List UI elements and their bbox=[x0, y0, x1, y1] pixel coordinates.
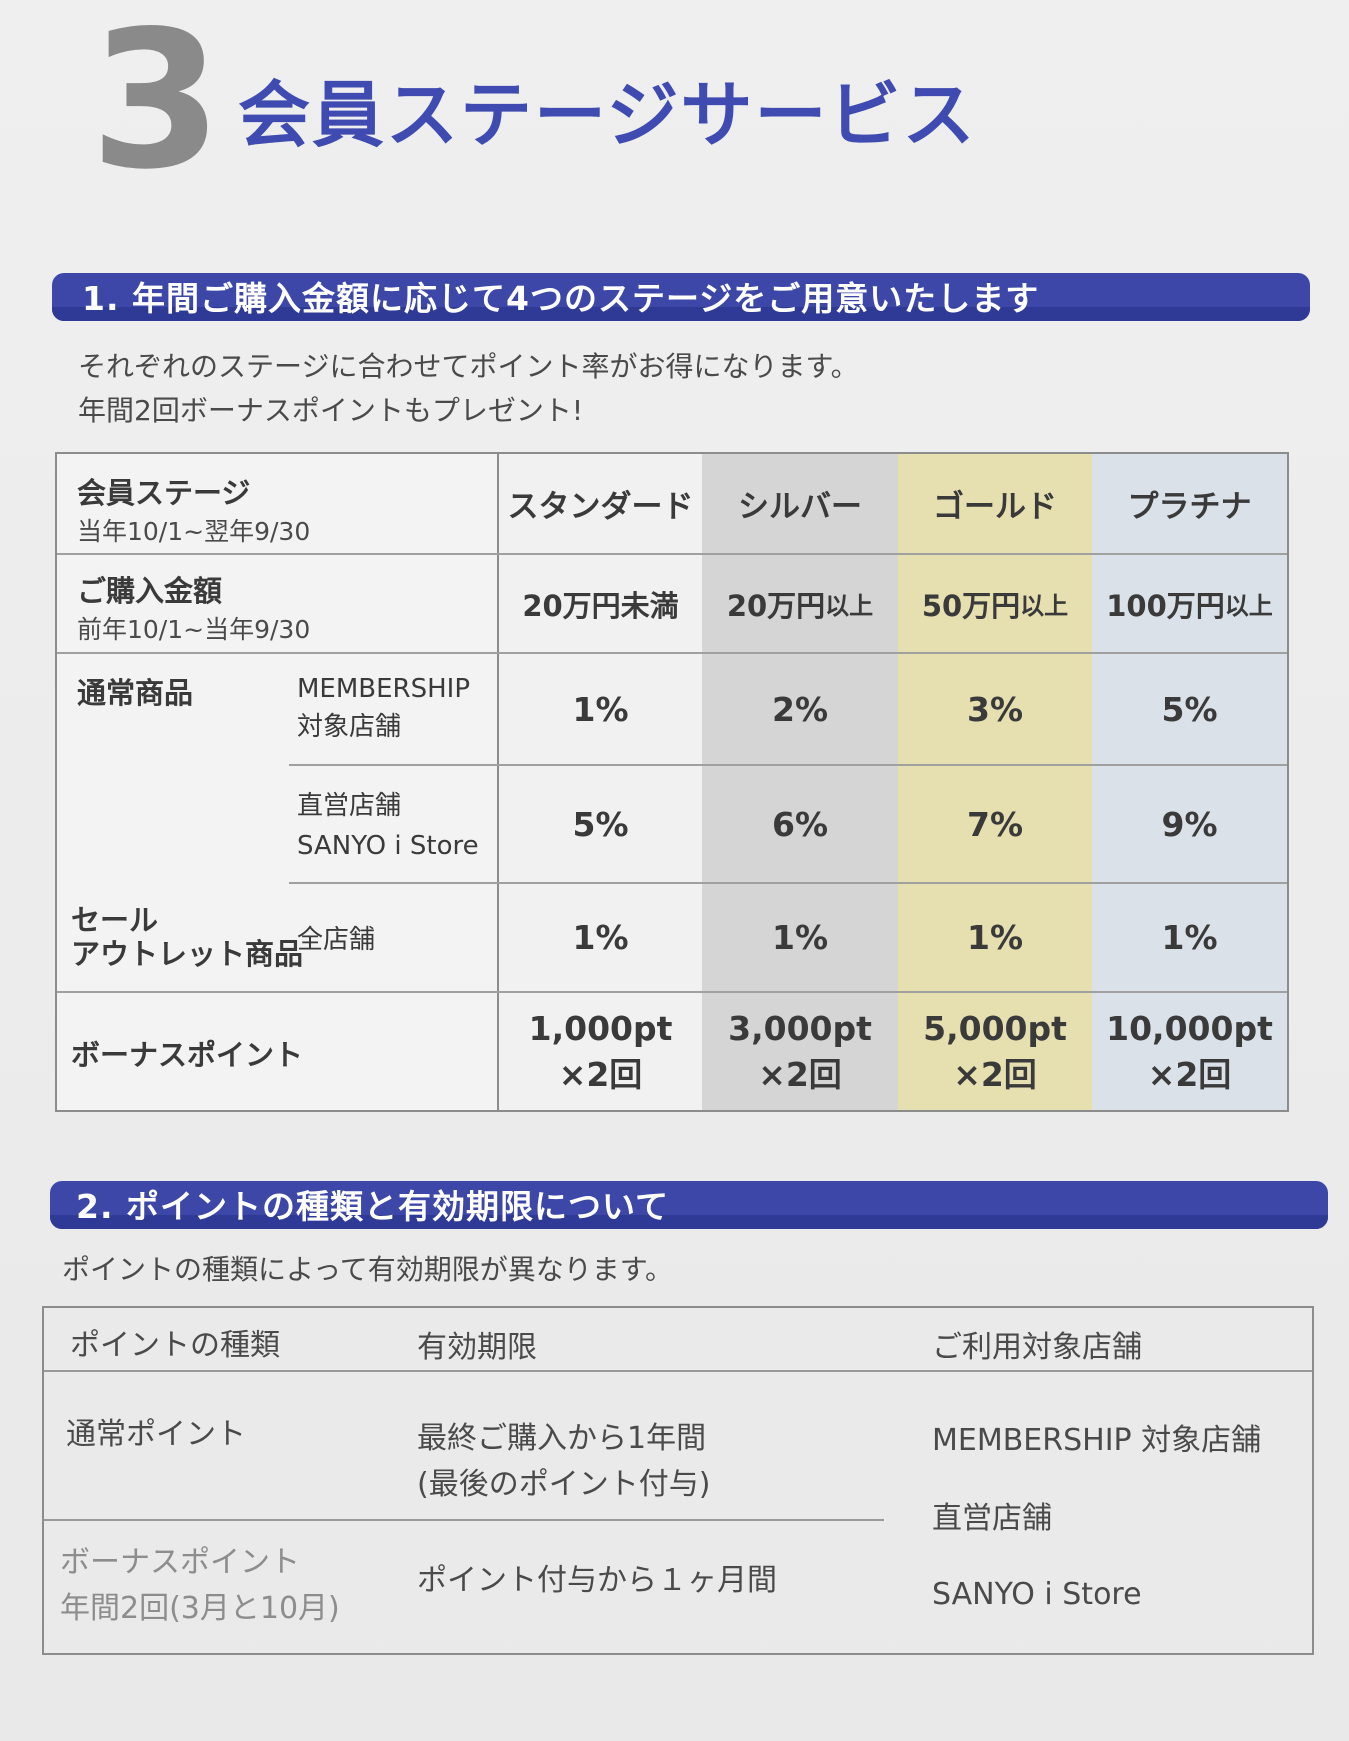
amount-row-label: ご購入金額 bbox=[77, 574, 223, 608]
amount-suffix: 以上 bbox=[1224, 592, 1273, 620]
direct-rate-silver: 6% bbox=[771, 804, 829, 844]
stage-row-label: 会員ステージ bbox=[77, 476, 251, 510]
regular-expiry-line-2: (最後のポイント付与) bbox=[417, 1467, 711, 1502]
label-divider bbox=[497, 454, 499, 1110]
section-1-bar: 1. 年間ご購入金額に応じて4つのステージをご用意いたします bbox=[52, 273, 1310, 321]
direct-rate-platinum: 9% bbox=[1161, 804, 1218, 844]
page-title: 会員ステージサービス bbox=[238, 73, 977, 157]
membership-rate-standard: 1% bbox=[572, 689, 629, 729]
regular-point-type: 通常ポイント bbox=[66, 1417, 246, 1452]
bonus-amount: 1,000pt bbox=[528, 1008, 673, 1048]
amount-value: 50万円 bbox=[921, 588, 1021, 623]
amount-suffix: 以上 bbox=[1020, 592, 1069, 620]
row-divider bbox=[44, 1519, 884, 1521]
membership-rate-gold: 3% bbox=[966, 689, 1024, 729]
row-divider bbox=[289, 764, 1287, 766]
amount-suffix: 以上 bbox=[825, 592, 874, 620]
sale-rate-gold: 1% bbox=[966, 918, 1024, 957]
silver-column-bg bbox=[702, 454, 898, 1110]
sale-label-line-1: セール bbox=[71, 903, 159, 937]
stage-platinum: プラチナ bbox=[1127, 489, 1252, 525]
bonus-times: ×2回 bbox=[758, 1054, 842, 1094]
bonus-expiry: ポイント付与から１ヶ月間 bbox=[417, 1563, 777, 1598]
direct-store-line-1: 直営店舗 bbox=[297, 791, 402, 821]
store-direct: 直営店舗 bbox=[932, 1501, 1052, 1536]
bonus-point-type-line-1: ボーナスポイント bbox=[60, 1545, 300, 1580]
standard-column-bg bbox=[499, 454, 702, 1110]
section-1-title: 1. 年間ご購入金額に応じて4つのステージをご用意いたします bbox=[82, 279, 1040, 318]
sale-rate-silver: 1% bbox=[771, 918, 829, 957]
points-table: ポイントの種類 有効期限 ご利用対象店舗 通常ポイント 最終ご購入から1年間 (… bbox=[42, 1306, 1314, 1655]
stage-standard: スタンダード bbox=[507, 489, 694, 525]
section-2-title: 2. ポイントの種類と有効期限について bbox=[76, 1187, 669, 1226]
section-1-desc-line-2: 年間2回ボーナスポイントもプレゼント! bbox=[78, 394, 584, 427]
bonus-silver: 3,000pt ×2回 bbox=[702, 993, 898, 1110]
platinum-column-bg bbox=[1092, 454, 1287, 1110]
bonus-times: ×2回 bbox=[558, 1054, 643, 1094]
bonus-amount: 10,000pt bbox=[1106, 1008, 1273, 1048]
sale-rate-platinum: 1% bbox=[1161, 918, 1218, 957]
amount-standard: 20万円未満 bbox=[499, 555, 702, 652]
membership-rate-silver: 2% bbox=[771, 689, 829, 729]
sale-label-line-2: アウトレット商品 bbox=[71, 937, 304, 971]
bonus-amount: 3,000pt bbox=[728, 1008, 872, 1048]
bonus-standard: 1,000pt ×2回 bbox=[499, 993, 702, 1110]
amount-value: 20万円未満 bbox=[522, 588, 679, 623]
membership-store-line-1: MEMBERSHIP bbox=[297, 674, 471, 704]
row-divider bbox=[57, 553, 1287, 555]
direct-store-line-2: SANYO i Store bbox=[297, 831, 479, 861]
sale-rate-standard: 1% bbox=[572, 918, 629, 957]
row-divider bbox=[289, 882, 1287, 884]
header-target-stores: ご利用対象店舗 bbox=[932, 1330, 1142, 1365]
section-2-bar: 2. ポイントの種類と有効期限について bbox=[50, 1181, 1328, 1229]
direct-rate-gold: 7% bbox=[966, 804, 1024, 844]
store-sanyo-i-store: SANYO i Store bbox=[932, 1577, 1142, 1612]
bonus-point-type-line-2: 年間2回(3月と10月) bbox=[60, 1591, 340, 1626]
stage-gold: ゴールド bbox=[933, 489, 1057, 525]
amount-silver: 20万円 以上 bbox=[702, 555, 898, 652]
row-divider bbox=[57, 652, 1287, 654]
stage-table: 会員ステージ 当年10/1~翌年9/30 スタンダード シルバー ゴールド プラ… bbox=[55, 452, 1289, 1112]
amount-platinum: 100万円 以上 bbox=[1092, 555, 1287, 652]
amount-gold: 50万円 以上 bbox=[898, 555, 1092, 652]
stage-row-period: 当年10/1~翌年9/30 bbox=[77, 517, 311, 546]
amount-value: 20万円 bbox=[726, 588, 826, 623]
bonus-points-label: ボーナスポイント bbox=[71, 1038, 304, 1072]
stage-silver: シルバー bbox=[738, 489, 862, 525]
bonus-times: ×2回 bbox=[1147, 1054, 1232, 1094]
membership-rate-platinum: 5% bbox=[1161, 689, 1218, 729]
header-expiry: 有効期限 bbox=[417, 1330, 537, 1365]
header-point-type: ポイントの種類 bbox=[70, 1328, 280, 1363]
amount-value: 100万円 bbox=[1106, 588, 1225, 623]
amount-row-period: 前年10/1~当年9/30 bbox=[77, 615, 311, 644]
bonus-platinum: 10,000pt ×2回 bbox=[1092, 993, 1287, 1110]
store-membership: MEMBERSHIP 対象店舗 bbox=[932, 1423, 1262, 1458]
row-divider bbox=[57, 991, 1287, 993]
bonus-gold: 5,000pt ×2回 bbox=[898, 993, 1092, 1110]
membership-store-line-2: 対象店舗 bbox=[297, 712, 402, 742]
gold-column-bg bbox=[898, 454, 1092, 1110]
section-bar-shade bbox=[52, 307, 1310, 321]
bonus-amount: 5,000pt bbox=[923, 1008, 1067, 1048]
section-1-desc-line-1: それぞれのステージに合わせてポイント率がお得になります。 bbox=[78, 350, 859, 383]
bonus-times: ×2回 bbox=[953, 1054, 1037, 1094]
section-number: 3 bbox=[90, 0, 223, 211]
header-divider bbox=[44, 1370, 1312, 1372]
direct-rate-standard: 5% bbox=[572, 804, 629, 844]
all-stores-label: 全店舗 bbox=[297, 925, 376, 955]
regular-products-label: 通常商品 bbox=[77, 676, 194, 710]
section-2-desc: ポイントの種類によって有効期限が異なります。 bbox=[62, 1253, 673, 1286]
section-bar-shade bbox=[50, 1215, 1328, 1229]
regular-expiry-line-1: 最終ご購入から1年間 bbox=[417, 1421, 707, 1456]
